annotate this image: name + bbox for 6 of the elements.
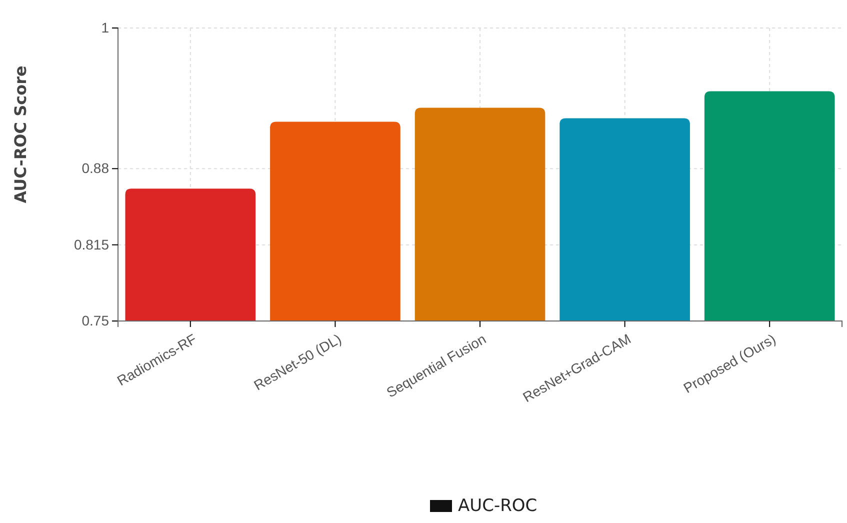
y-tick-label: 0.815 bbox=[74, 236, 110, 252]
y-tick-label: 0.75 bbox=[82, 312, 110, 328]
y-axis-title: AUC-ROC Score bbox=[11, 66, 30, 204]
y-tick-label: 0.88 bbox=[82, 160, 110, 176]
text: AUC-ROC bbox=[458, 496, 538, 516]
y-tick-label: 1 bbox=[101, 19, 110, 36]
